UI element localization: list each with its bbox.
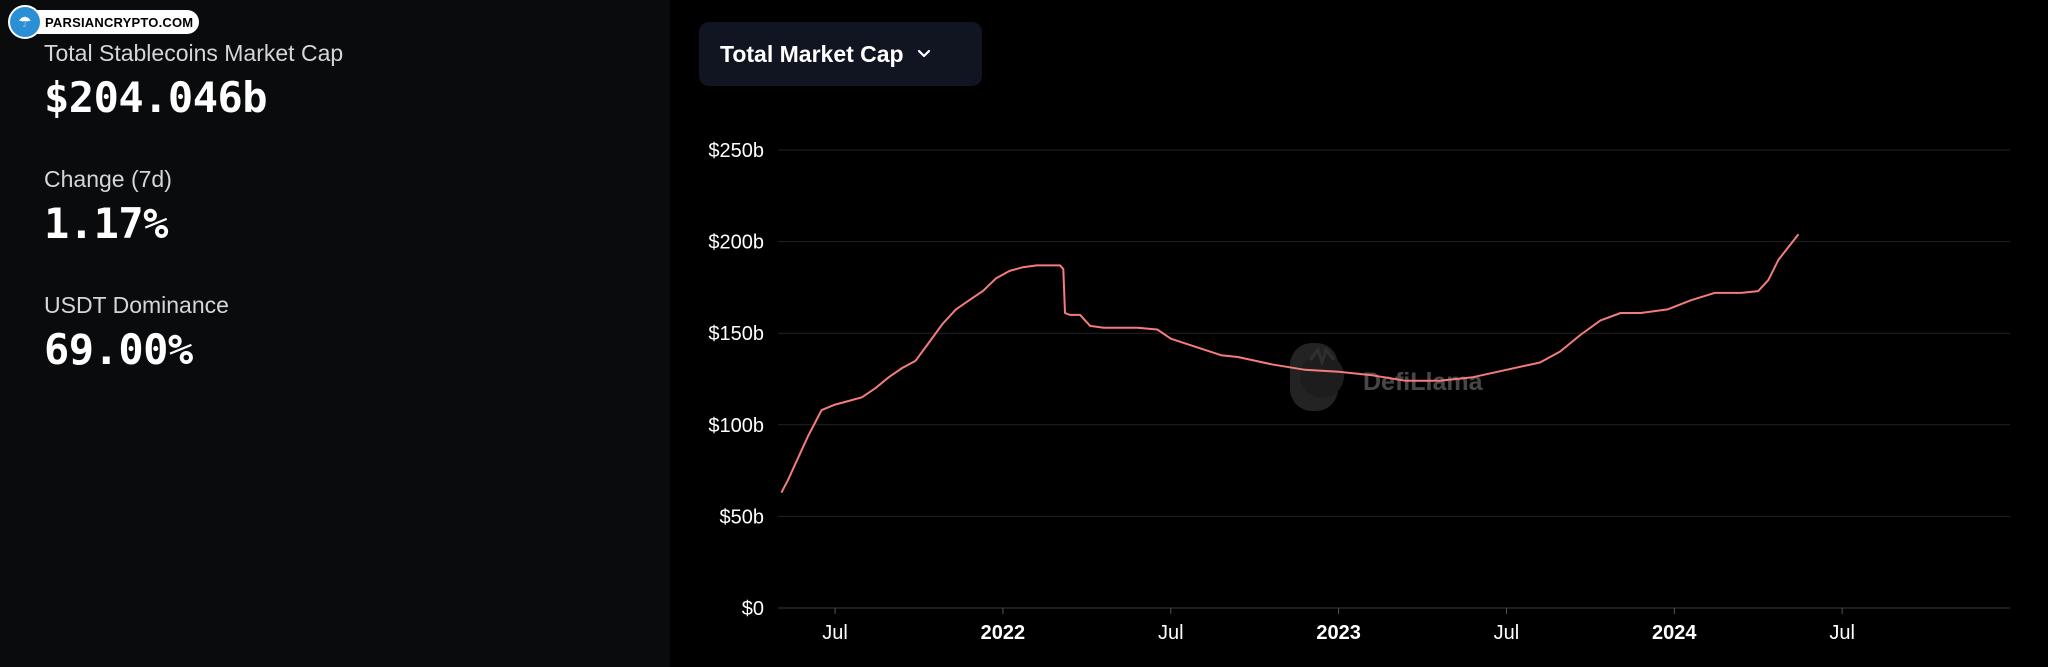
y-tick-label: $150b (708, 323, 764, 345)
stat-value: 1.17% (44, 199, 168, 248)
x-tick-label: 2024 (1652, 622, 1697, 644)
x-tick-label: Jul (1158, 622, 1184, 644)
defillama-watermark-text: DefiLlama (1363, 368, 1484, 396)
site-watermark: ☂ PARSIANCRYPTO.COM (8, 5, 200, 39)
stat-value: 69.00% (44, 325, 193, 374)
stats-panel (0, 0, 670, 667)
metric-dropdown[interactable]: Total Market Cap (699, 22, 982, 86)
stat-change-7d: Change (7d) 1.17% (44, 166, 172, 248)
x-tick-label: 2023 (1316, 622, 1361, 644)
defillama-watermark: DefiLlama (1290, 343, 1484, 411)
stat-usdt-dominance: USDT Dominance 69.00% (44, 292, 229, 374)
grid-lines (778, 149, 2010, 609)
y-tick-label: $250b (708, 140, 764, 162)
site-watermark-text: PARSIANCRYPTO.COM (45, 14, 194, 30)
y-tick-label: $0 (742, 598, 764, 620)
y-tick-label: $200b (708, 232, 764, 254)
x-tick-label: 2022 (981, 622, 1026, 644)
y-tick-label: $100b (708, 415, 764, 437)
site-logo-icon: ☂ (8, 5, 42, 39)
stat-label: Change (7d) (44, 166, 172, 192)
x-tick-label: Jul (1829, 622, 1855, 644)
metric-dropdown-label: Total Market Cap (720, 40, 904, 67)
stat-value: $204.046b (44, 73, 268, 122)
defillama-logo-icon (1290, 343, 1344, 411)
market-cap-chart: DefiLlama $0 $50b $100b $150b $200b $250b Jul… (708, 140, 2010, 644)
stat-label: Total Stablecoins Market Cap (44, 40, 344, 66)
stat-label: USDT Dominance (44, 292, 229, 318)
stat-total-market-cap: Total Stablecoins Market Cap $204.046b (44, 40, 343, 122)
x-tick-label: Jul (1494, 622, 1520, 644)
x-tick-label: Jul (822, 622, 848, 644)
series (780, 233, 1800, 494)
x-axis: Jul 2022 Jul 2023 Jul 2024 Jul (822, 608, 1855, 644)
chevron-down-icon (917, 49, 930, 58)
y-tick-label: $50b (720, 506, 765, 528)
y-axis: $0 $50b $100b $150b $200b $250b (708, 140, 764, 620)
series-line-total-market-cap (780, 233, 1800, 494)
